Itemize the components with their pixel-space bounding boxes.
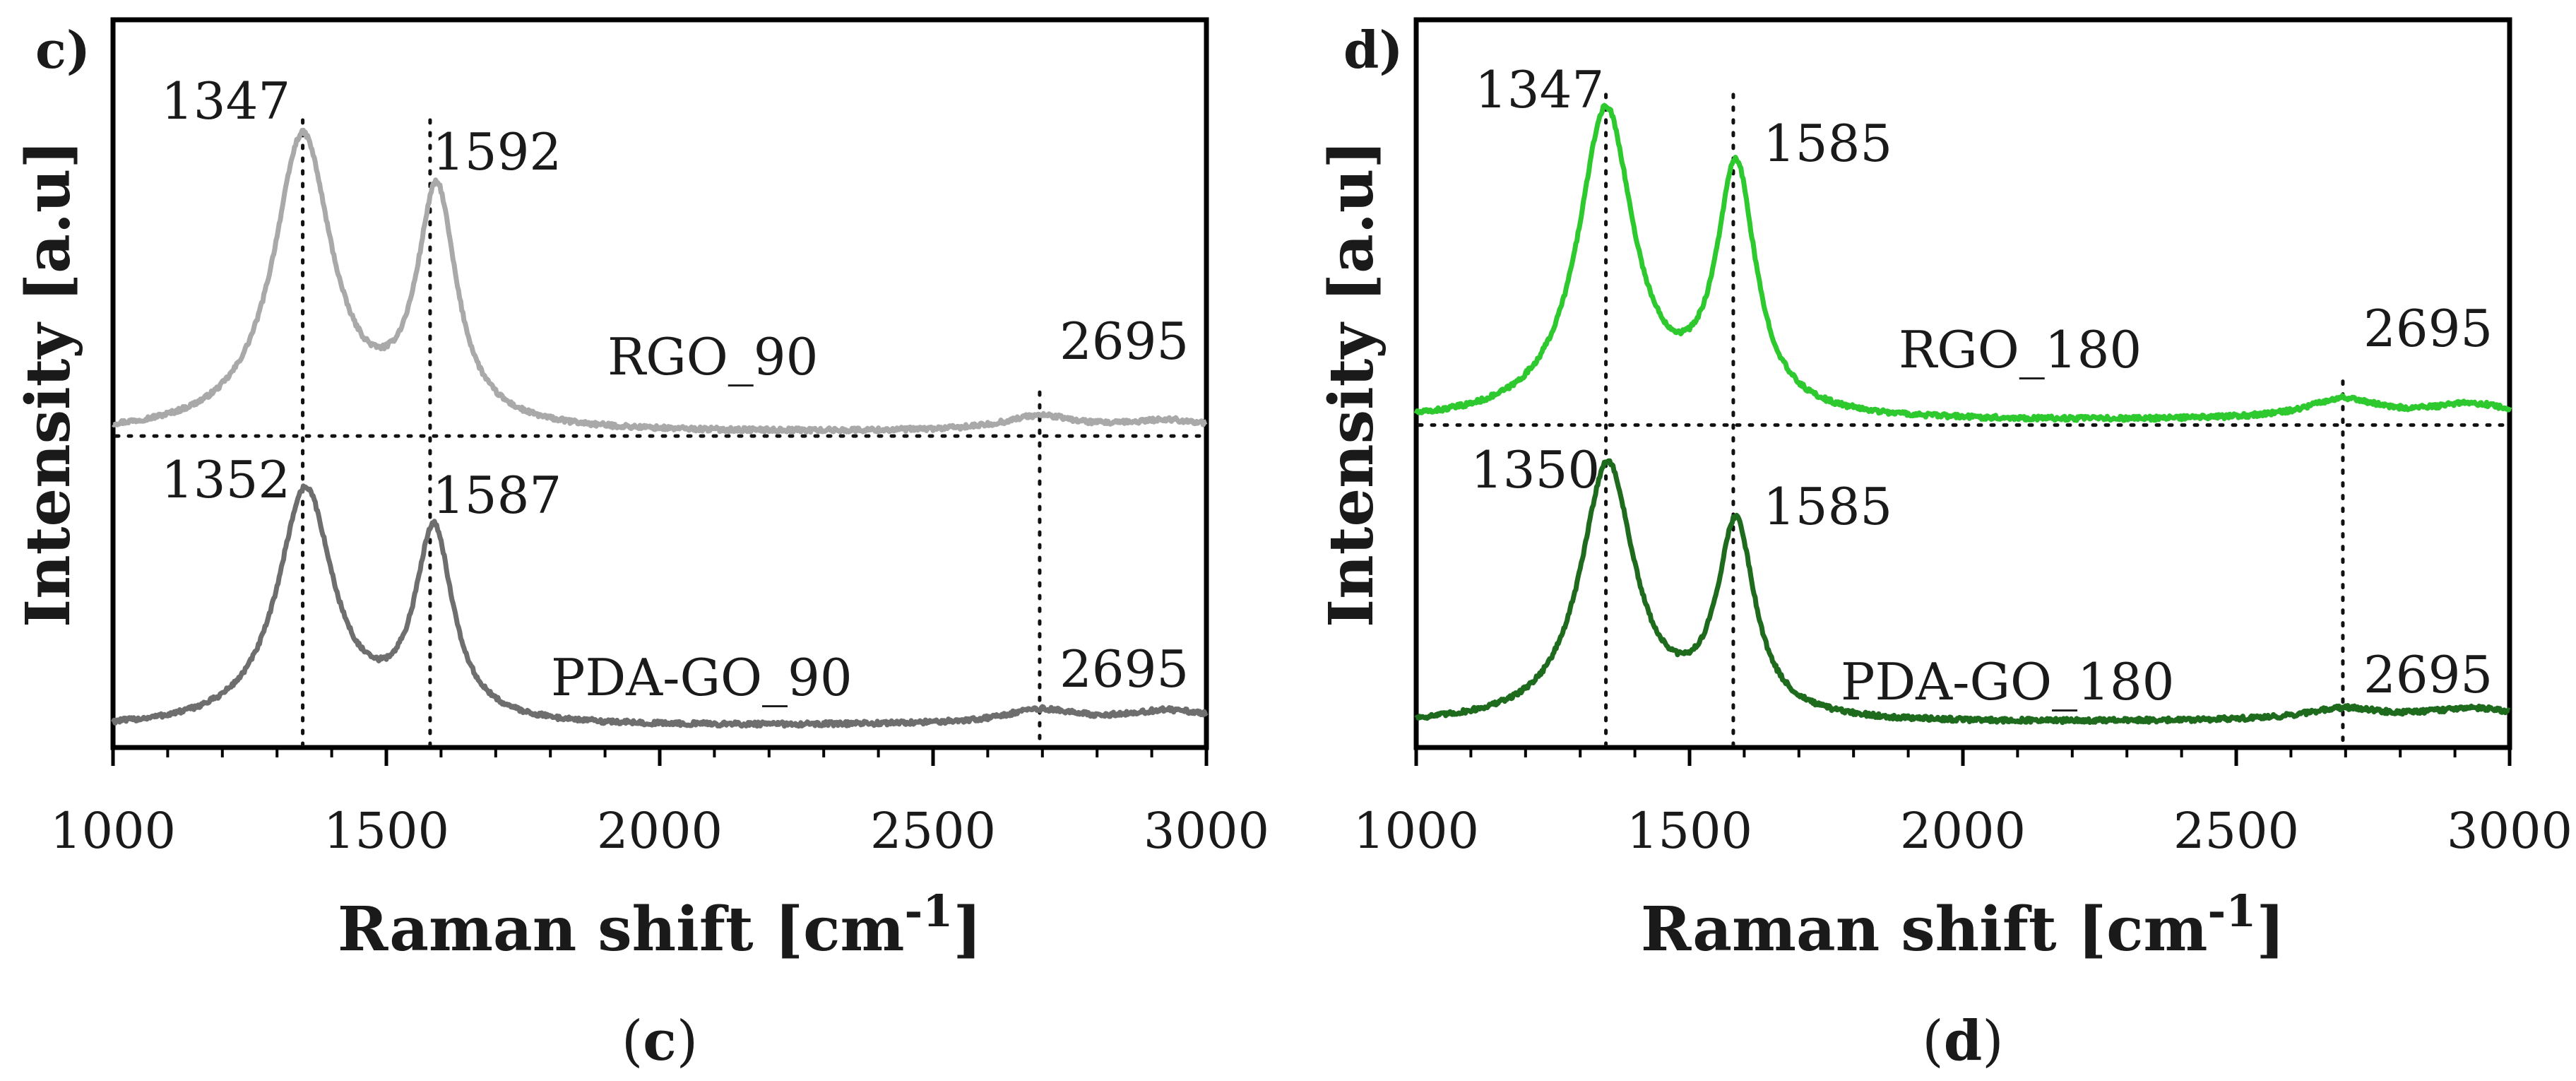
x-tick-label: 2000: [1900, 802, 2026, 860]
series-label-top: RGO_90: [607, 327, 818, 386]
x-axis-title-text: Raman shift [cm: [1641, 894, 2208, 965]
x-axis-ticks: [1414, 748, 2512, 766]
x-axis-title: Raman shift [cm-1]: [338, 885, 982, 965]
y-axis-title: Intensity [a.u]: [1316, 140, 1387, 627]
series-label-top: RGO_180: [1899, 320, 2142, 379]
plot-frame: [1413, 17, 2512, 750]
x-axis-ticks: [111, 748, 1209, 766]
peak-label-g-band-top: 1592: [432, 122, 562, 182]
x-tick-label: 3000: [2447, 802, 2572, 860]
reference-lines: [1417, 93, 2509, 747]
series-label-bottom: PDA-GO_180: [1841, 652, 2174, 711]
peak-label-2d-band-bottom: 2695: [2363, 645, 2493, 704]
x-tick-label: 2000: [597, 802, 723, 860]
x-tick-label: 2500: [2173, 802, 2299, 860]
panel-letter: d): [1343, 20, 1403, 80]
x-tick-label: 1500: [324, 802, 449, 860]
spectrum-line-rgo-90: [112, 127, 1208, 435]
spectrum-line-rgo-180: [1413, 102, 2512, 423]
x-tick-label: 2500: [870, 802, 996, 860]
x-axis-title: Raman shift [cm-1]: [1641, 885, 2285, 965]
panel-letter: c): [35, 20, 90, 80]
peak-label-2d-band-top: 2695: [1060, 312, 1189, 371]
x-tick-label: 1000: [1353, 802, 1479, 860]
peak-label-d-band-bottom: 1352: [161, 450, 290, 509]
x-axis-title-text: Raman shift [cm: [338, 894, 905, 965]
peak-label-g-band-top: 1585: [1763, 114, 1892, 173]
x-tick-label: 1500: [1627, 802, 1752, 860]
peak-label-g-band-bottom: 1585: [1763, 477, 1892, 536]
spectrum-line-pda-go-180: [1414, 458, 2511, 726]
x-axis-title-bracket: ]: [953, 894, 982, 965]
peak-label-d-band-bottom: 1350: [1471, 440, 1600, 500]
y-axis-title: Intensity [a.u]: [13, 140, 84, 627]
peak-label-g-band-bottom: 1587: [432, 466, 562, 525]
panel-caption-letter: c: [643, 1009, 677, 1073]
panel-caption: (c): [622, 1009, 698, 1073]
spectra: [1413, 102, 2512, 726]
x-axis-title-bracket: ]: [2256, 894, 2285, 965]
x-tick-label: 1000: [50, 802, 176, 860]
panel-caption: (d): [1922, 1009, 2003, 1073]
peak-label-2d-band-bottom: 2695: [1060, 639, 1189, 699]
x-axis-title-superscript: -1: [905, 885, 954, 937]
spectra: [110, 127, 1209, 729]
reference-lines: [114, 118, 1206, 747]
panel-c: c) 1347 1592 2695 RGO_90 1352 1587 2695 …: [13, 17, 1269, 1073]
spectrum-line-pda-go-90: [110, 483, 1209, 729]
panel-d: d) 1347 1585 2695 RGO_180 1350 1585 2695…: [1316, 17, 2572, 1073]
x-axis-title-superscript: -1: [2208, 885, 2257, 937]
series-label-bottom: PDA-GO_90: [551, 648, 853, 707]
x-tick-label: 3000: [1144, 802, 1269, 860]
peak-label-d-band-top: 1347: [161, 71, 290, 131]
peak-label-d-band-top: 1347: [1475, 60, 1604, 119]
peak-label-2d-band-top: 2695: [2363, 299, 2493, 358]
panel-caption-letter: d: [1944, 1009, 1983, 1073]
